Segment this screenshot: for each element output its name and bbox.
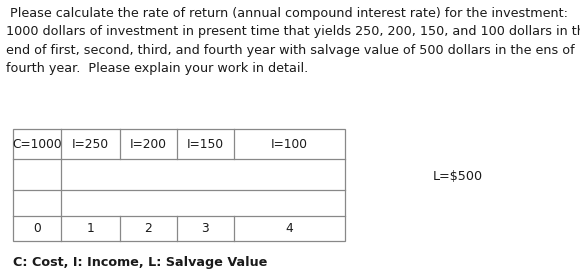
Text: 3: 3 xyxy=(201,222,209,235)
Text: fourth year.  Please explain your work in detail.: fourth year. Please explain your work in… xyxy=(6,62,308,75)
Text: end of first, second, third, and fourth year with salvage value of 500 dollars i: end of first, second, third, and fourth … xyxy=(6,44,574,57)
Text: 1000 dollars of investment in present time that yields 250, 200, 150, and 100 do: 1000 dollars of investment in present ti… xyxy=(6,25,580,38)
Text: 1: 1 xyxy=(86,222,95,235)
Text: 2: 2 xyxy=(144,222,153,235)
Text: C: Cost, I: Income, L: Salvage Value: C: Cost, I: Income, L: Salvage Value xyxy=(13,256,267,269)
Text: L=$500: L=$500 xyxy=(433,170,483,183)
Text: I=150: I=150 xyxy=(187,138,224,151)
Text: I=100: I=100 xyxy=(271,138,308,151)
Text: C=1000: C=1000 xyxy=(12,138,61,151)
Text: I=250: I=250 xyxy=(72,138,109,151)
Text: 4: 4 xyxy=(285,222,293,235)
Text: Please calculate the rate of return (annual compound interest rate) for the inve: Please calculate the rate of return (ann… xyxy=(6,7,568,20)
Text: I=200: I=200 xyxy=(130,138,167,151)
Text: 0: 0 xyxy=(33,222,41,235)
Bar xyxy=(13,129,345,241)
